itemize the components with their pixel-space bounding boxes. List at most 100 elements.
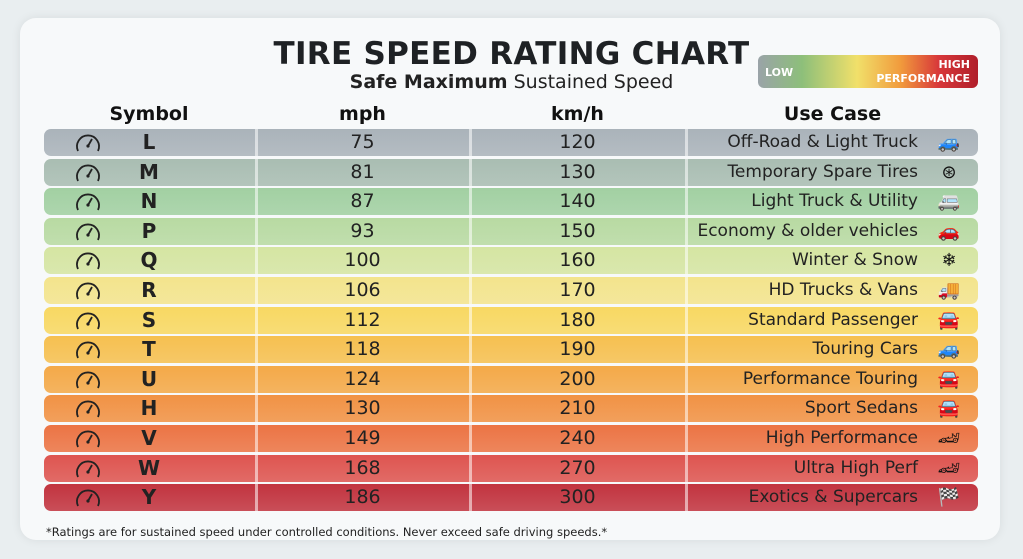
jeep-icon: 🚙 <box>937 132 961 153</box>
header-mph: mph <box>339 103 386 125</box>
mph-cell: 168 <box>344 456 381 479</box>
tire-icon: ⊛ <box>941 161 957 183</box>
symbol-cell: P <box>141 218 157 243</box>
use-case-cell: HD Trucks & Vans <box>768 280 918 300</box>
mph-cell: 118 <box>344 338 381 361</box>
table-row: S 112 180 Standard Passenger 🚘 <box>44 306 978 334</box>
table-row: R 106 170 HD Trucks & Vans 🚚 <box>44 277 978 304</box>
table-row: L 75 120 Off-Road & Light Truck 🚙 <box>44 129 978 156</box>
table-row: V 149 240 High Performance 🏎 <box>44 425 978 452</box>
use-case-cell: Exotics & Supercars <box>748 487 918 508</box>
speedometer-icon <box>76 252 100 270</box>
use-case-cell: Light Truck & Utility <box>751 191 918 212</box>
symbol-cell: M <box>139 159 159 184</box>
symbol-cell: U <box>140 366 158 391</box>
mph-cell: 130 <box>344 397 381 420</box>
speedometer-icon <box>76 430 100 448</box>
use-case-cell: Temporary Spare Tires <box>727 161 918 182</box>
mph-cell: 93 <box>350 219 375 242</box>
use-case-cell: Economy & older vehicles <box>697 220 918 241</box>
speedometer-icon <box>76 134 100 152</box>
mph-cell: 112 <box>344 308 381 331</box>
table-row: H 130 210 Sport Sedans 🚘 <box>44 395 978 423</box>
snowflake-icon: ❄ <box>941 250 957 272</box>
speedometer-icon <box>76 341 100 359</box>
mph-cell: 106 <box>344 279 381 301</box>
sedan-icon: 🚘 <box>937 398 961 420</box>
mph-cell: 124 <box>344 367 381 390</box>
use-case-cell: Performance Touring <box>742 368 918 389</box>
legend-high-2: PERFORMANCE <box>876 72 970 85</box>
header-use-case: Use Case <box>783 103 882 125</box>
legend-high: HIGH PERFORMANCE <box>876 58 970 86</box>
box-truck-icon: 🚚 <box>937 280 961 301</box>
header-symbol: Symbol <box>109 103 189 125</box>
mph-cell: 100 <box>344 249 381 272</box>
use-case-cell: Ultra High Perf <box>793 457 918 478</box>
symbol-cell: V <box>141 426 157 450</box>
use-case-cell: Off-Road & Light Truck <box>727 132 918 152</box>
use-case-cell: Standard Passenger <box>748 309 918 330</box>
kmh-cell: 300 <box>559 486 596 509</box>
subtitle-rest: Sustained Speed <box>513 71 674 93</box>
symbol-cell: L <box>142 130 156 154</box>
kmh-cell: 200 <box>559 367 596 390</box>
symbol-cell: R <box>141 278 157 302</box>
kmh-cell: 240 <box>559 427 596 449</box>
speedometer-icon <box>76 489 100 507</box>
symbol-cell: T <box>142 337 156 362</box>
use-case-cell: Winter & Snow <box>792 250 918 271</box>
table-row: U 124 200 Performance Touring 🚘 <box>44 365 978 393</box>
legend-high-1: HIGH <box>938 58 970 71</box>
mph-cell: 186 <box>344 486 381 509</box>
checkered-flag-icon: 🏁 <box>937 487 961 509</box>
sports-car-icon: 🏎 <box>937 428 961 449</box>
mph-cell: 87 <box>350 190 375 213</box>
speedometer-icon <box>76 193 100 211</box>
speedometer-icon <box>76 371 100 389</box>
speedometer-icon <box>76 282 100 300</box>
van-icon: 🚐 <box>937 191 961 213</box>
symbol-cell: Y <box>141 485 157 510</box>
performance-legend: LOW HIGH PERFORMANCE <box>758 55 978 88</box>
use-case-cell: Touring Cars <box>812 339 919 360</box>
sports-car-icon: 🏎 <box>937 457 961 479</box>
chart-subtitle: Safe Maximum Sustained Speed <box>0 71 1023 93</box>
mph-cell: 81 <box>350 160 375 183</box>
speedometer-icon <box>76 312 100 329</box>
header-kmh: km/h <box>551 103 604 125</box>
chart-title: TIRE SPEED RATING CHART <box>273 36 750 72</box>
use-case-cell: High Performance <box>765 428 918 448</box>
kmh-cell: 150 <box>559 219 596 242</box>
symbol-cell: N <box>140 189 158 214</box>
symbol-cell: H <box>140 396 158 421</box>
speedometer-icon <box>76 223 100 241</box>
mph-cell: 75 <box>350 131 375 153</box>
kmh-cell: 270 <box>559 456 596 479</box>
mph-cell: 149 <box>344 427 381 449</box>
symbol-cell: S <box>141 307 157 332</box>
table-row: M 81 130 Temporary Spare Tires ⊛ <box>44 158 978 186</box>
table-row: P 93 150 Economy & older vehicles 🚗 <box>44 217 978 245</box>
subtitle-bold: Safe Maximum <box>349 71 508 93</box>
symbol-cell: Q <box>140 248 158 273</box>
table-row: Q 100 160 Winter & Snow ❄ <box>44 247 978 275</box>
sedan-icon: 🚘 <box>937 368 961 390</box>
footnote: *Ratings are for sustained speed under c… <box>46 525 608 539</box>
kmh-cell: 190 <box>559 338 596 361</box>
kmh-cell: 210 <box>559 397 596 420</box>
kmh-cell: 140 <box>559 190 596 213</box>
table-row: W 168 270 Ultra High Perf 🏎 <box>44 454 978 482</box>
kmh-cell: 180 <box>559 308 596 331</box>
speedometer-icon <box>76 460 100 477</box>
speedometer-icon <box>76 400 100 418</box>
kmh-cell: 170 <box>559 279 596 301</box>
kmh-cell: 130 <box>559 160 596 183</box>
hatchback-icon: 🚗 <box>937 220 961 242</box>
symbol-cell: W <box>137 455 161 480</box>
kmh-cell: 120 <box>559 131 596 153</box>
legend-low: LOW <box>765 66 794 79</box>
suv-icon: 🚙 <box>937 339 961 361</box>
table-row: N 87 140 Light Truck & Utility 🚐 <box>44 188 978 216</box>
speedometer-icon <box>76 164 100 181</box>
